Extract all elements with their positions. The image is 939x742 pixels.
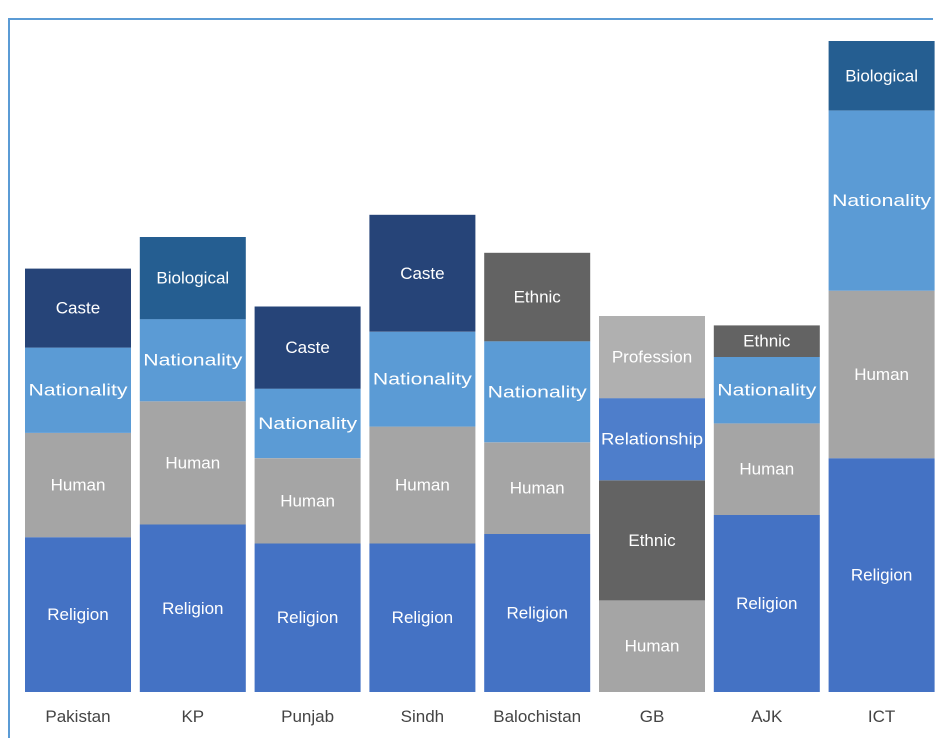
segment-label: Religion [277,608,338,627]
segment-label: Ethnic [514,288,562,307]
segment-label: Human [51,476,106,495]
segment-label: Relationship [601,430,703,449]
bar-segment-human [713,423,820,515]
bar-segment-human [484,442,591,534]
bar-segment-ethnic [599,480,705,601]
segment-label: Religion [162,599,223,618]
segment-label: Profession [612,348,692,367]
segment-label: Caste [400,264,444,283]
segment-label: Human [280,491,335,510]
segment-label: Ethnic [628,531,676,550]
x-tick-label: Sindh [401,707,444,726]
bar-segment-ethnic [484,252,591,342]
bar-segment-nationality [484,341,591,443]
bar-segment-nationality [139,319,246,402]
x-tick-label: Punjab [281,707,334,726]
bar-segment-human [254,458,361,544]
segment-label: Biological [845,66,918,85]
bar-segment-nationality [713,357,820,424]
bar-pakistan: Religion Human Nationality Caste [25,268,131,692]
bar-segment-relationship [599,398,705,481]
bar-segment-religion [713,515,820,692]
bar-kp: Religion Human Nationality Biological [139,237,246,692]
segment-label: Ethnic [743,332,791,351]
segment-label: Human [165,453,220,472]
bar-segment-caste [369,214,476,332]
segment-label: Human [739,460,794,479]
segment-label: Human [510,479,565,498]
segment-label: Religion [506,604,567,623]
bar-segment-human [369,426,476,544]
bar-segment-nationality [25,347,131,433]
bar-punjab: Religion Human Nationality Caste [254,306,361,692]
bar-segment-religion [828,458,935,692]
x-tick-label: ICT [868,707,895,726]
bar-segment-religion [484,534,591,692]
segment-label: Human [625,637,680,656]
segment-label: Nationality [143,351,243,370]
x-tick-label: GB [640,707,665,726]
bar-ajk: Religion Human Nationality Ethnic [713,325,820,692]
segment-label: Nationality [258,414,358,433]
bar-segment-biological [139,237,246,320]
bar-balochistan: Religion Human Nationality Ethnic [484,252,591,692]
segment-label: Nationality [717,381,817,400]
bar-segment-human [828,290,935,459]
bar-segment-religion [25,537,131,692]
segment-label: Caste [285,338,329,357]
bar-segment-caste [25,268,131,348]
segment-label: Religion [392,608,453,627]
segment-label: Nationality [373,370,473,389]
x-tick-label: Pakistan [45,707,110,726]
chart-frame [8,18,933,738]
bar-segment-human [25,432,131,538]
segment-label: Nationality [488,382,588,401]
x-tick-label: KP [181,707,204,726]
segment-label: Human [395,476,450,495]
bar-segment-caste [254,306,361,389]
segment-label: Nationality [29,381,129,400]
x-tick-label: AJK [751,707,783,726]
bar-segment-religion [254,543,361,692]
bar-segment-biological [828,41,935,111]
x-tick-label: Balochistan [493,707,581,726]
bar-segment-human [139,401,246,525]
segment-label: Religion [851,566,912,585]
bar-segment-human [599,600,705,692]
bar-sindh: Religion Human Nationality Caste [369,214,476,692]
bar-segment-nationality [254,388,361,459]
bar-gb: Human Ethnic Relationship Profession [599,316,705,692]
segment-label: Religion [736,594,797,613]
bar-segment-profession [599,316,705,399]
segment-label: Nationality [832,191,932,210]
bar-ict: Religion Human Nationality Biological [828,41,935,692]
segment-label: Biological [156,269,229,288]
segment-label: Religion [47,605,108,624]
bar-segment-religion [369,543,476,692]
segment-label: Human [854,365,909,384]
bar-segment-ethnic [713,325,820,357]
segment-label: Caste [56,299,100,318]
bar-segment-religion [139,524,246,692]
bar-segment-nationality [369,331,476,427]
bar-segment-nationality [828,110,935,291]
